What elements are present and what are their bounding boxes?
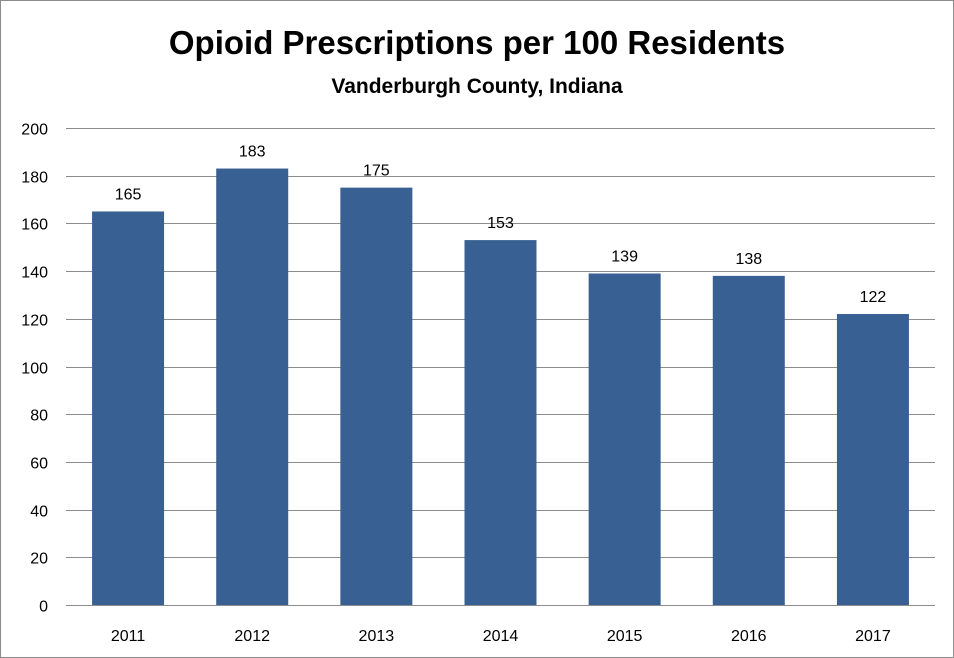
- chart-title: Opioid Prescriptions per 100 Residents: [168, 24, 786, 61]
- y-tick-label: 20: [30, 551, 48, 568]
- y-tick-label: 80: [30, 408, 48, 425]
- data-label: 175: [363, 163, 390, 180]
- bar-2014: [464, 240, 537, 605]
- y-tick-label: 140: [21, 265, 48, 282]
- y-tick-label: 120: [21, 313, 48, 330]
- x-category-label: 2013: [359, 628, 395, 645]
- bar-2015: [588, 273, 661, 605]
- y-tick-label: 200: [21, 122, 48, 139]
- x-category-label: 2015: [607, 628, 643, 645]
- x-category-label: 2017: [855, 628, 891, 645]
- y-tick-label: 180: [21, 170, 48, 187]
- data-label: 153: [487, 215, 514, 232]
- bar-2017: [836, 314, 909, 605]
- chart-subtitle: Vanderburgh County, Indiana: [331, 75, 623, 98]
- x-category-label: 2012: [234, 628, 270, 645]
- data-labels: 165 183 175 153 139 138 122: [115, 144, 887, 306]
- x-category-label: 2014: [483, 628, 519, 645]
- data-label: 122: [860, 289, 887, 306]
- x-category-label: 2011: [111, 628, 146, 645]
- y-axis-tick-labels: 0 20 40 60 80 100 120 140 160 180 200: [21, 122, 48, 616]
- data-label: 165: [115, 186, 142, 203]
- data-label: 183: [239, 144, 266, 161]
- y-tick-label: 0: [39, 599, 48, 616]
- x-axis-category-labels: 2011 2012 2013 2014 2015 2016 2017: [111, 628, 891, 645]
- bar-2011: [92, 211, 165, 605]
- data-label: 139: [611, 248, 638, 265]
- bar-2012: [216, 168, 289, 606]
- bars: [92, 168, 909, 606]
- y-tick-label: 160: [21, 217, 48, 234]
- y-tick-label: 100: [21, 361, 48, 378]
- data-label: 138: [735, 251, 762, 268]
- bar-2013: [340, 187, 413, 605]
- y-tick-label: 40: [30, 504, 48, 521]
- x-category-label: 2016: [731, 628, 767, 645]
- bar-2016: [712, 275, 785, 605]
- y-tick-label: 60: [30, 456, 48, 473]
